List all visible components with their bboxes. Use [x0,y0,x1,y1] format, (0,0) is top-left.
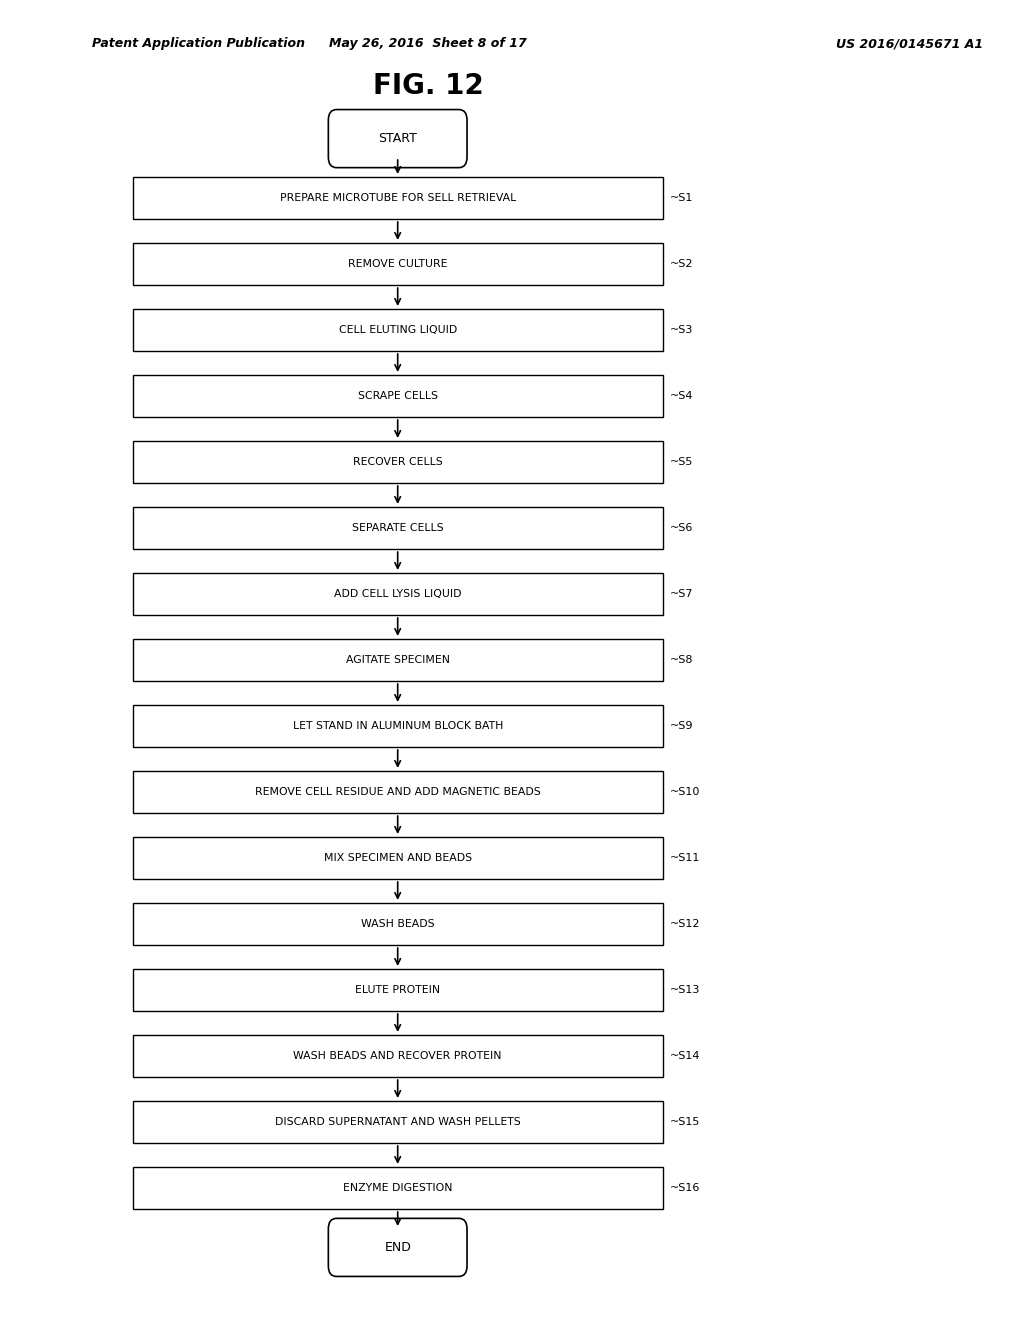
Bar [132,1101,663,1143]
Bar [132,309,663,351]
Text: ~S12: ~S12 [670,919,700,929]
Bar [132,903,663,945]
Bar [132,705,663,747]
Text: AGITATE SPECIMEN: AGITATE SPECIMEN [346,655,450,665]
Bar [132,639,663,681]
Text: SEPARATE CELLS: SEPARATE CELLS [352,523,443,533]
Text: REMOVE CULTURE: REMOVE CULTURE [348,259,447,269]
FancyBboxPatch shape [329,1218,467,1276]
Text: ~S3: ~S3 [670,325,693,335]
Text: ~S16: ~S16 [670,1183,700,1193]
Bar [132,375,663,417]
Text: CELL ELUTING LIQUID: CELL ELUTING LIQUID [339,325,457,335]
Text: ~S1: ~S1 [670,193,693,203]
Text: ~S15: ~S15 [670,1117,700,1127]
Text: PREPARE MICROTUBE FOR SELL RETRIEVAL: PREPARE MICROTUBE FOR SELL RETRIEVAL [280,193,516,203]
Text: SCRAPE CELLS: SCRAPE CELLS [357,391,437,401]
Text: WASH BEADS: WASH BEADS [360,919,434,929]
Text: ~S9: ~S9 [670,721,693,731]
Bar [132,1167,663,1209]
Text: RECOVER CELLS: RECOVER CELLS [353,457,442,467]
Text: May 26, 2016  Sheet 8 of 17: May 26, 2016 Sheet 8 of 17 [330,37,527,50]
Text: ~S6: ~S6 [670,523,693,533]
Bar [132,441,663,483]
Text: ~S11: ~S11 [670,853,700,863]
FancyBboxPatch shape [329,110,467,168]
Bar [132,507,663,549]
Text: ENZYME DIGESTION: ENZYME DIGESTION [343,1183,453,1193]
Bar [132,243,663,285]
Bar [132,969,663,1011]
Text: ~S5: ~S5 [670,457,693,467]
Text: ~S2: ~S2 [670,259,693,269]
Text: FIG. 12: FIG. 12 [373,71,483,100]
Text: START: START [378,132,417,145]
Text: ~S4: ~S4 [670,391,693,401]
Text: ~S10: ~S10 [670,787,700,797]
Text: REMOVE CELL RESIDUE AND ADD MAGNETIC BEADS: REMOVE CELL RESIDUE AND ADD MAGNETIC BEA… [255,787,541,797]
Bar [132,573,663,615]
Text: ~S13: ~S13 [670,985,700,995]
Text: ADD CELL LYSIS LIQUID: ADD CELL LYSIS LIQUID [334,589,462,599]
Bar [132,1035,663,1077]
Text: US 2016/0145671 A1: US 2016/0145671 A1 [837,37,983,50]
Bar [132,771,663,813]
Text: ~S8: ~S8 [670,655,693,665]
Text: DISCARD SUPERNATANT AND WASH PELLETS: DISCARD SUPERNATANT AND WASH PELLETS [274,1117,520,1127]
Text: WASH BEADS AND RECOVER PROTEIN: WASH BEADS AND RECOVER PROTEIN [294,1051,502,1061]
Text: LET STAND IN ALUMINUM BLOCK BATH: LET STAND IN ALUMINUM BLOCK BATH [293,721,503,731]
Bar [132,177,663,219]
Text: Patent Application Publication: Patent Application Publication [92,37,305,50]
Text: ~S7: ~S7 [670,589,693,599]
Text: ELUTE PROTEIN: ELUTE PROTEIN [355,985,440,995]
Bar [132,837,663,879]
Text: END: END [384,1241,411,1254]
Text: ~S14: ~S14 [670,1051,700,1061]
Text: MIX SPECIMEN AND BEADS: MIX SPECIMEN AND BEADS [324,853,472,863]
